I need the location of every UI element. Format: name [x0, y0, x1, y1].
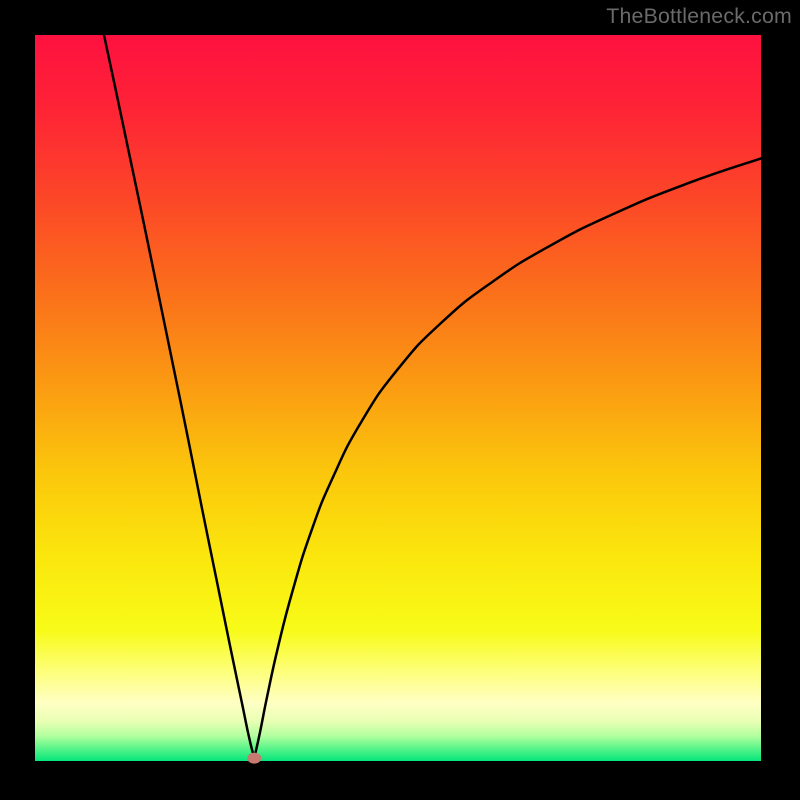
chart-plot-background — [35, 35, 761, 761]
watermark-text: TheBottleneck.com — [606, 4, 792, 29]
bottleneck-chart — [0, 0, 800, 800]
chart-container: TheBottleneck.com — [0, 0, 800, 800]
optimal-point-marker — [247, 753, 261, 764]
